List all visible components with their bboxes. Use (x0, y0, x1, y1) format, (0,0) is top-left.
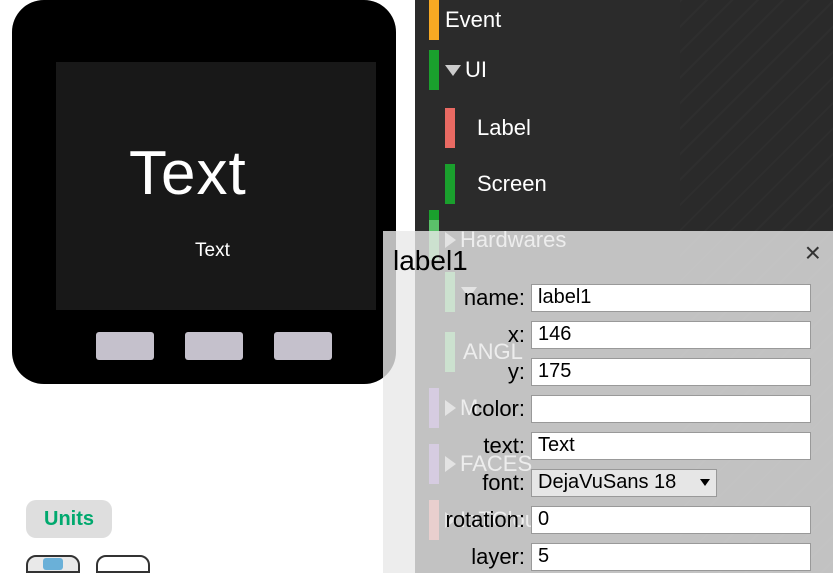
device-button-b[interactable] (185, 332, 243, 360)
device-button-c[interactable] (274, 332, 332, 360)
layer-input[interactable] (531, 543, 811, 571)
tree-label: Label (477, 115, 531, 141)
unit-chip[interactable] (26, 555, 80, 573)
units-button[interactable]: Units (26, 500, 112, 538)
device-button-a[interactable] (96, 332, 154, 360)
tree-label: UI (465, 57, 487, 83)
color-strip (445, 164, 455, 204)
device-preview: Text Text (12, 0, 396, 384)
prop-label: font: (383, 470, 531, 496)
tree-item-label[interactable]: Label (445, 108, 531, 148)
prop-label: color: (383, 396, 531, 422)
color-strip (445, 108, 455, 148)
prop-label: layer: (383, 544, 531, 570)
rotation-input[interactable] (531, 506, 811, 534)
x-input[interactable] (531, 321, 811, 349)
screen-text-large[interactable]: Text (129, 138, 247, 209)
chevron-down-icon (700, 479, 710, 486)
unit-chip[interactable] (96, 555, 150, 573)
y-input[interactable] (531, 358, 811, 386)
color-strip (429, 50, 439, 90)
prop-label: y: (383, 359, 531, 385)
prop-row-layer: layer: (383, 538, 833, 575)
prop-row-text: text: (383, 427, 833, 464)
tree-item-ui[interactable]: UI (429, 50, 487, 90)
expand-down-icon (445, 65, 461, 76)
prop-row-rotation: rotation: (383, 501, 833, 538)
prop-row-x: x: (383, 316, 833, 353)
prop-label: text: (383, 433, 531, 459)
close-icon[interactable]: × (805, 237, 821, 269)
properties-panel: label1 × name: x: y: color: text: font: … (383, 231, 833, 573)
prop-row-color: color: (383, 390, 833, 427)
color-strip (429, 0, 439, 40)
tree-label: Event (445, 7, 501, 33)
font-select[interactable]: DejaVuSans 18 (531, 469, 717, 497)
chip-icon (43, 558, 63, 570)
device-screen[interactable]: Text Text (56, 62, 376, 310)
prop-label: rotation: (383, 507, 531, 533)
prop-row-name: name: (383, 279, 833, 316)
text-input[interactable] (531, 432, 811, 460)
properties-rows: name: x: y: color: text: font: DejaVuSan… (383, 279, 833, 575)
color-input[interactable] (531, 395, 811, 423)
tree-item-screen[interactable]: Screen (445, 164, 547, 204)
name-input[interactable] (531, 284, 811, 312)
prop-row-y: y: (383, 353, 833, 390)
prop-row-font: font: DejaVuSans 18 (383, 464, 833, 501)
units-label: Units (44, 508, 94, 531)
tree-item-event[interactable]: Event (429, 0, 501, 40)
tree-label: Screen (477, 171, 547, 197)
prop-label: name: (383, 285, 531, 311)
font-value: DejaVuSans 18 (538, 471, 676, 494)
screen-text-small[interactable]: Text (195, 240, 230, 262)
prop-label: x: (383, 322, 531, 348)
panel-title: label1 (393, 245, 468, 277)
